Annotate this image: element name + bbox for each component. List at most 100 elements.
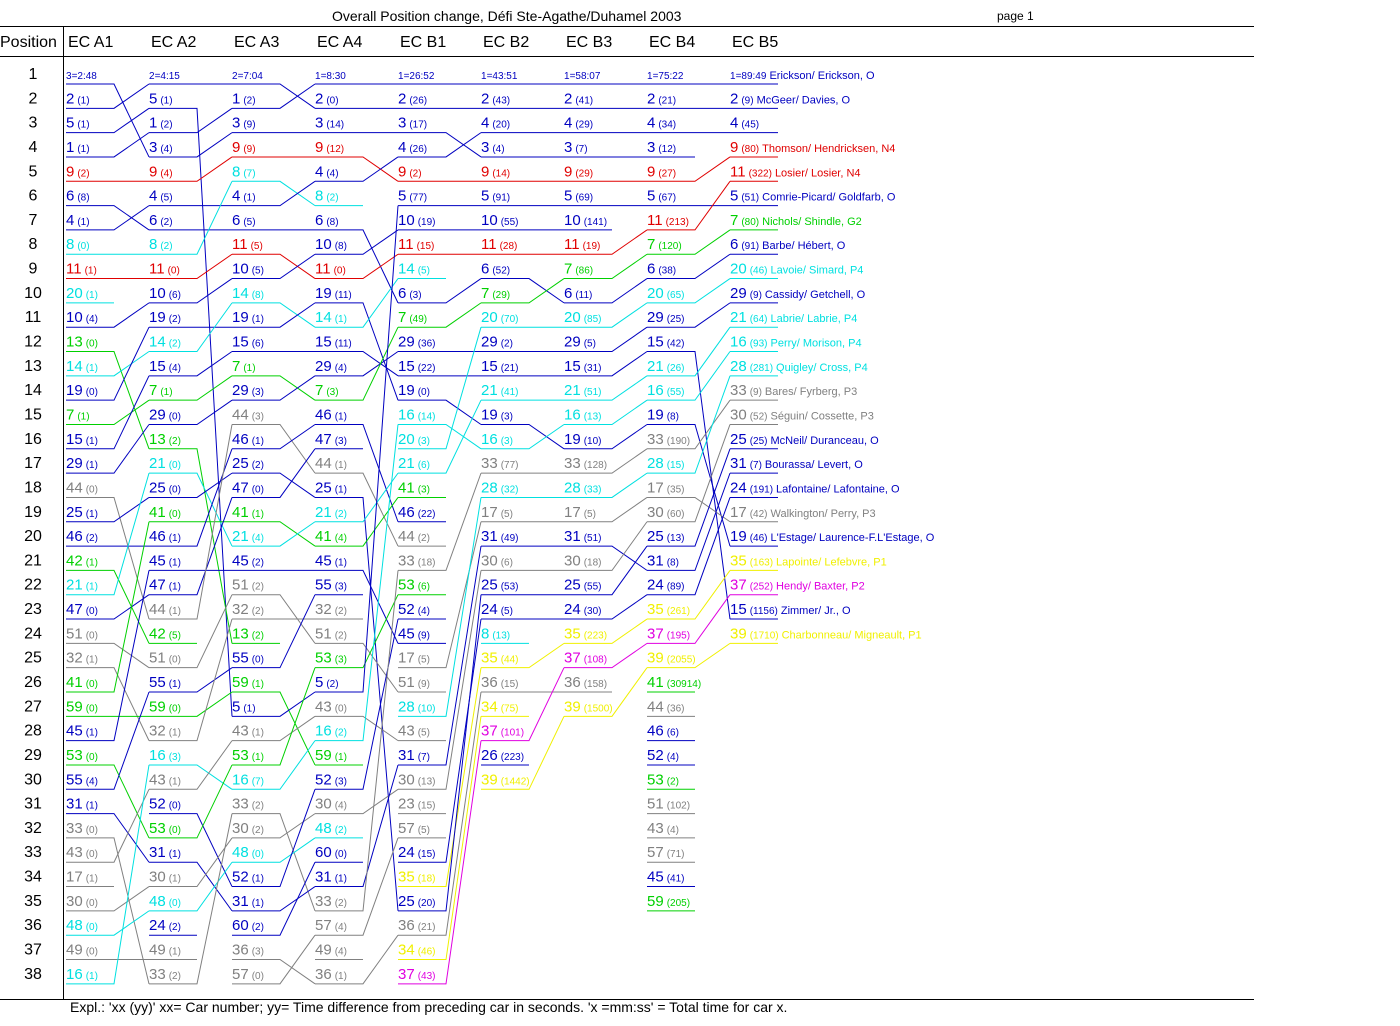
position-line	[398, 472, 482, 571]
car-number: 48	[232, 844, 249, 861]
car-label: 31 (1)	[149, 844, 181, 861]
time-value: (1)	[252, 874, 264, 885]
position-line	[564, 229, 648, 255]
car-number: 51	[66, 625, 83, 642]
car-number: 21	[564, 382, 581, 399]
car-label: 41 (30914)	[647, 674, 701, 691]
time-value: (9)	[750, 290, 762, 301]
car-number: 17	[730, 504, 747, 521]
position-number: 11	[25, 309, 42, 326]
time-value: (2)	[252, 557, 264, 568]
time-value: (0)	[169, 825, 181, 836]
car-number: 36	[232, 942, 249, 959]
car-number: 33	[398, 552, 415, 569]
car-label: 24 (2)	[149, 917, 181, 934]
time-value: =75:22	[653, 71, 684, 82]
position-number: 1	[29, 66, 38, 83]
car-label: 20 (70)	[481, 309, 518, 326]
car-number: 45	[398, 625, 415, 642]
car-number: 7	[66, 406, 74, 423]
crew-name: Barbe/ Hébert, O	[762, 240, 846, 252]
car-label: 8 (13)	[481, 625, 510, 642]
position-line	[647, 375, 731, 474]
car-label: 10 (5)	[232, 261, 264, 278]
car-number: 6	[232, 212, 240, 229]
time-value: (5)	[501, 509, 513, 520]
car-label: 24 (30)	[564, 601, 601, 618]
car-number: 41	[149, 504, 166, 521]
car-number: 31	[730, 455, 747, 472]
position-line	[647, 326, 731, 377]
car-label: 23 (15)	[398, 796, 435, 813]
time-value: (3)	[169, 752, 181, 763]
car-label: 32 (2)	[232, 601, 264, 618]
time-value: (1)	[86, 874, 98, 885]
car-label: 7 (1)	[66, 406, 90, 423]
car-label: 28 (10)	[398, 698, 435, 715]
car-label: 25 (20)	[398, 893, 435, 910]
car-number: 55	[315, 577, 332, 594]
position-line	[232, 594, 316, 669]
car-label: 35 (261)	[647, 601, 690, 618]
time-value: (2)	[169, 339, 181, 350]
car-label: 30 (4)	[315, 796, 347, 813]
car-label: 37 (252) Hendy/ Baxter, P2	[730, 577, 865, 594]
time-value: (1442)	[501, 776, 530, 787]
car-number: 9	[232, 139, 240, 156]
car-number: 29	[315, 358, 332, 375]
time-value: (1)	[160, 387, 172, 398]
car-number: 2	[398, 90, 406, 107]
time-value: (41)	[501, 387, 519, 398]
car-number: 19	[647, 406, 664, 423]
car-number: 53	[66, 747, 83, 764]
time-value: (1)	[335, 971, 347, 982]
car-label: 45 (1)	[149, 552, 181, 569]
position-number: 6	[29, 188, 38, 205]
car-number: 24	[564, 601, 581, 618]
car-number: 45	[647, 869, 664, 886]
position-number: 30	[24, 771, 42, 788]
car-label: 6 (38)	[647, 261, 676, 278]
position-number: 19	[24, 504, 42, 521]
position-line	[66, 205, 150, 231]
car-label: 60 (0)	[315, 844, 347, 861]
time-value: (163)	[750, 557, 773, 568]
car-label: 51 (9)	[398, 674, 430, 691]
time-value: (2)	[409, 168, 421, 179]
car-number: 19	[232, 309, 249, 326]
time-value: (9)	[243, 120, 255, 131]
car-label: 36 (15)	[481, 674, 518, 691]
car-number: 29	[647, 309, 664, 326]
position-line	[149, 448, 233, 644]
time-value: (7)	[252, 776, 264, 787]
car-label: 2=7:04	[232, 71, 263, 82]
car-label: 34 (75)	[481, 698, 518, 715]
car-number: 16	[149, 747, 166, 764]
time-value: (2)	[77, 168, 89, 179]
stage-header: EC A4	[317, 34, 362, 51]
time-value: (3)	[501, 411, 513, 422]
car-number: 35	[730, 552, 747, 569]
time-value: (2)	[160, 217, 172, 228]
car-label: 6 (91) Barbe/ Hébert, O	[730, 236, 846, 253]
car-label: 60 (2)	[232, 917, 264, 934]
time-value: (5)	[418, 728, 430, 739]
car-label: 3 (14)	[315, 115, 344, 132]
car-label: 45 (2)	[232, 552, 264, 569]
car-number: 37	[564, 650, 581, 667]
car-number: 46	[315, 406, 332, 423]
time-value: (38)	[658, 266, 676, 277]
position-number: 28	[24, 723, 42, 740]
car-number: 1	[730, 71, 736, 82]
time-value: (2)	[160, 120, 172, 131]
time-value: (1)	[335, 411, 347, 422]
car-label: 10 (55)	[481, 212, 518, 229]
time-value: (0)	[169, 801, 181, 812]
position-line	[232, 715, 316, 742]
time-value: (77)	[501, 460, 519, 471]
car-number: 29	[232, 382, 249, 399]
car-label: 21 (26)	[647, 358, 684, 375]
car-label: 46 (1)	[315, 406, 347, 423]
position-line	[315, 496, 399, 911]
car-number: 29	[149, 406, 166, 423]
